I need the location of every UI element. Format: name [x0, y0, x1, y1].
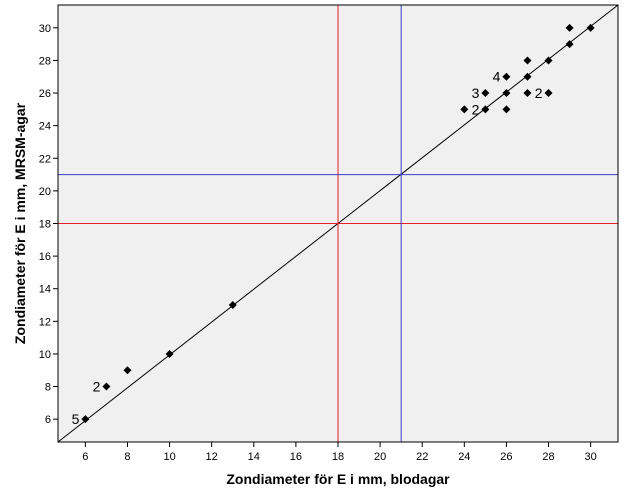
x-tick-label: 16 [290, 451, 302, 463]
x-tick-label: 28 [542, 451, 554, 463]
point-count-label: 3 [472, 85, 480, 101]
data-point [544, 89, 553, 98]
x-tick-label: 14 [248, 451, 260, 463]
y-tick-label: 26 [39, 88, 51, 100]
y-tick-label: 16 [39, 251, 51, 263]
data-point [502, 89, 511, 98]
point-count-label: 4 [493, 69, 501, 85]
data-point [123, 366, 132, 375]
data-point [81, 415, 90, 424]
data-point [228, 301, 237, 310]
data-point [565, 40, 574, 49]
x-axis-title: Zondiameter för E i mm, blodagar [226, 471, 450, 487]
x-tick-label: 24 [458, 451, 470, 463]
x-tick-label: 10 [163, 451, 175, 463]
data-point [502, 72, 511, 81]
x-tick-label: 6 [82, 451, 88, 463]
x-tick-label: 12 [206, 451, 218, 463]
data-point [165, 349, 174, 358]
data-point [481, 105, 490, 114]
data-point [481, 89, 490, 98]
data-point [565, 23, 574, 32]
x-tick-label: 26 [500, 451, 512, 463]
y-tick-label: 24 [39, 121, 51, 133]
y-tick-label: 22 [39, 153, 51, 165]
point-count-label: 5 [72, 411, 80, 427]
x-tick-label: 30 [585, 451, 597, 463]
data-point [102, 382, 111, 391]
x-tick-label: 22 [416, 451, 428, 463]
point-count-label: 2 [535, 85, 543, 101]
data-point [544, 56, 553, 65]
y-tick-label: 30 [39, 23, 51, 35]
y-tick-label: 14 [39, 284, 51, 296]
axis-ticks: 6 8 10 12 14 16 18 20 22 24 26 28 306810121416182022… [39, 23, 597, 463]
y-tick-label: 10 [39, 349, 51, 361]
y-axis-title: Zondiameter för E i mm, MRSM-agar [12, 102, 28, 344]
y-tick-label: 20 [39, 186, 51, 198]
data-point [460, 105, 469, 114]
data-point [523, 56, 532, 65]
y-tick-label: 6 [45, 414, 51, 426]
x-tick-label: 18 [332, 451, 344, 463]
data-point [586, 23, 595, 32]
data-point [523, 72, 532, 81]
point-count-label: 2 [472, 101, 480, 117]
y-tick-label: 8 [45, 382, 51, 394]
y-tick-label: 28 [39, 55, 51, 67]
y-tick-label: 18 [39, 219, 51, 231]
y-tick-label: 12 [39, 316, 51, 328]
data-point [523, 89, 532, 98]
x-tick-label: 8 [124, 451, 130, 463]
data-points [81, 23, 595, 424]
point-count-label: 2 [93, 379, 101, 395]
x-tick-label: 20 [374, 451, 386, 463]
data-point [502, 105, 511, 114]
